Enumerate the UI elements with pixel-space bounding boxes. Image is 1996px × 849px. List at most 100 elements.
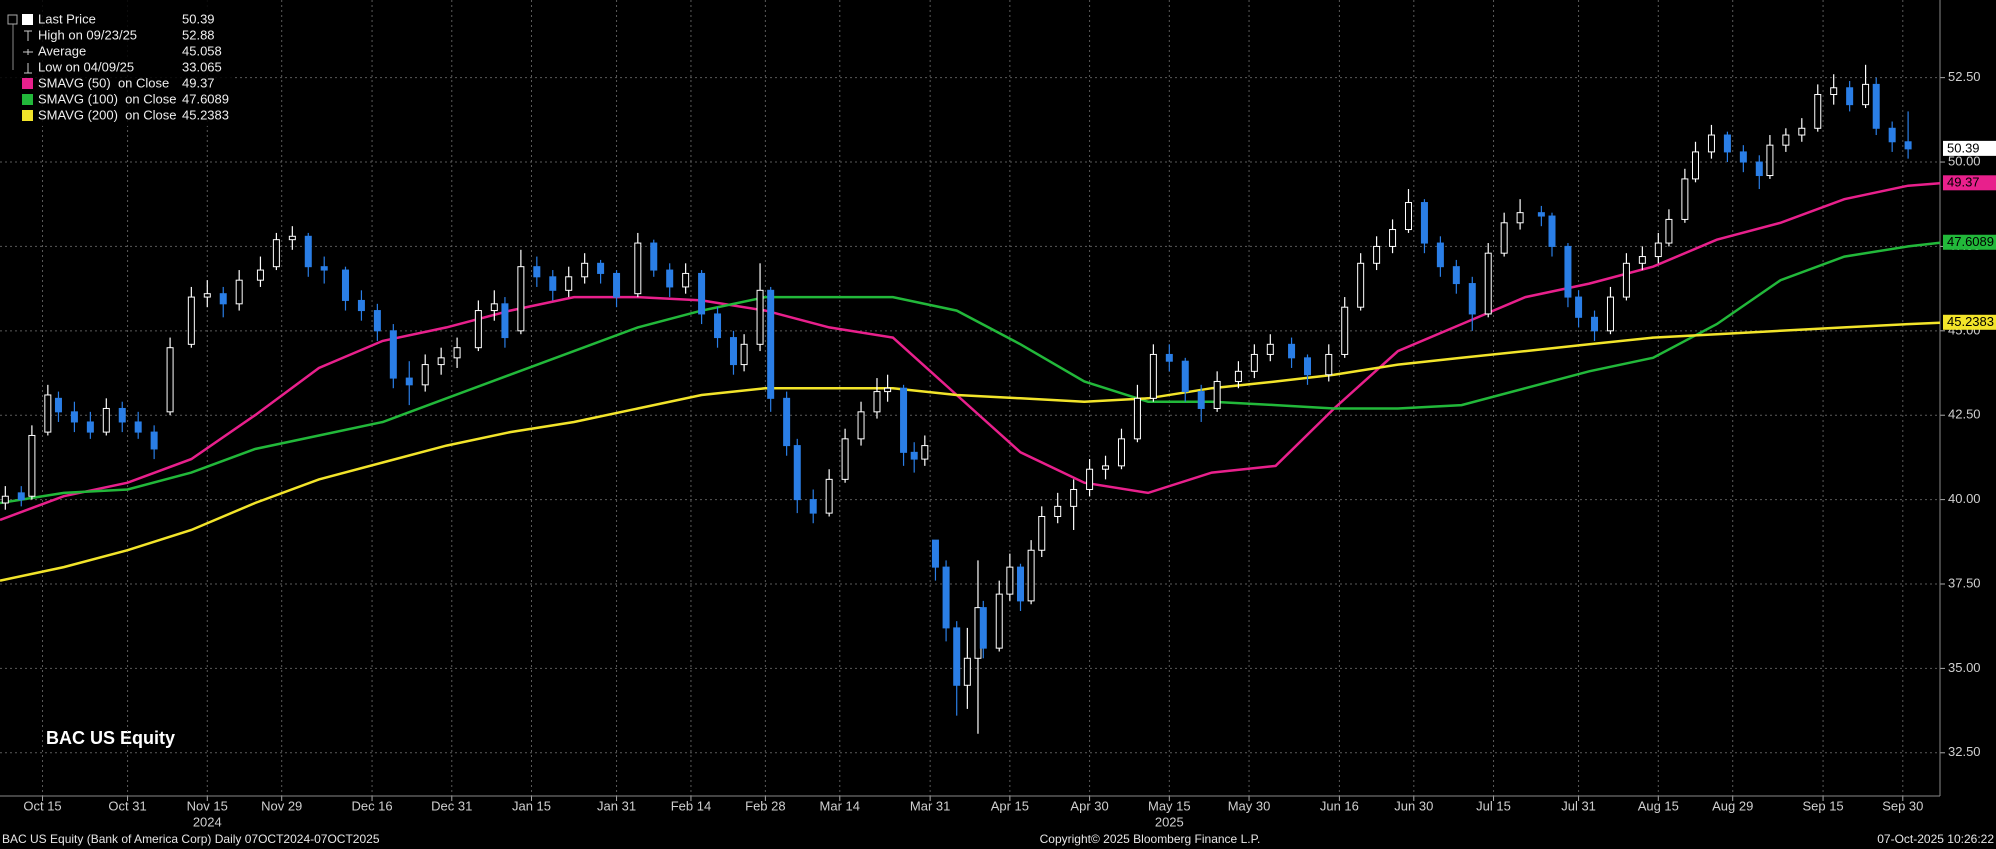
candle-body [389, 330, 397, 379]
x-tick-label: Aug 15 [1638, 798, 1679, 813]
candle-body [995, 593, 1003, 649]
candle-body [783, 397, 791, 447]
candle-body [373, 310, 381, 332]
legend-value: 52.88 [182, 27, 215, 42]
legend-swatch [22, 110, 33, 121]
year-label: 2024 [193, 814, 222, 829]
y-tick-label: 42.50 [1948, 407, 1981, 422]
candle-body [1266, 343, 1274, 355]
candle-body [1234, 370, 1242, 382]
candle-body [1537, 212, 1545, 217]
y-tick-label: 35.00 [1948, 660, 1981, 675]
candle-body [134, 421, 142, 433]
x-tick-label: Jan 31 [597, 798, 636, 813]
candle-body [634, 242, 642, 295]
candle-body [1707, 134, 1715, 153]
legend-value: 33.065 [182, 59, 222, 74]
sma-line [0, 241, 1941, 505]
x-tick-label: Dec 16 [351, 798, 392, 813]
candle-body [320, 266, 328, 271]
candle-body [1723, 134, 1731, 153]
candle-body [474, 310, 482, 349]
candle-body [1436, 242, 1444, 268]
x-tick-label: Dec 31 [431, 798, 472, 813]
candle-body [1, 495, 9, 504]
candle-body [1516, 212, 1524, 224]
candle-body [1357, 262, 1365, 308]
candle-body [1038, 515, 1046, 551]
y-tick-label: 32.50 [1948, 744, 1981, 759]
candle-body [921, 445, 929, 460]
candle-body [1389, 229, 1397, 247]
candle-body [682, 272, 690, 288]
x-tick-label: Jun 30 [1394, 798, 1433, 813]
x-tick-label: Oct 15 [23, 798, 61, 813]
x-tick-label: Mar 31 [910, 798, 950, 813]
value-box [1943, 175, 1996, 191]
candle-body [740, 343, 748, 366]
legend-swatch [22, 78, 33, 89]
candle-body [953, 627, 961, 686]
year-label: 2025 [1155, 814, 1184, 829]
legend-label: Low on 04/09/25 [38, 59, 134, 74]
candle-body [857, 411, 865, 440]
x-tick-label: Mar 14 [820, 798, 860, 813]
legend: Last Price 50.39 High on 09/23/25 52.88 Aver… [0, 0, 235, 126]
candle-body [1133, 397, 1141, 440]
candle-body [809, 499, 817, 514]
legend-value: 45.058 [182, 43, 222, 58]
candle-body [501, 303, 509, 339]
candle-body [533, 266, 541, 278]
candle-body [1830, 87, 1838, 96]
y-tick-label: 40.00 [1948, 491, 1981, 506]
candle-body [1325, 353, 1333, 376]
candle-body [942, 566, 950, 629]
legend-swatch [22, 94, 33, 105]
candle-body [1606, 296, 1614, 332]
candle-body [1638, 256, 1646, 264]
candle-body [900, 387, 908, 453]
sma-line [0, 321, 1941, 582]
candle-body [1250, 353, 1258, 372]
candle-body [666, 269, 674, 288]
candle-body [1341, 306, 1349, 355]
candle-body [490, 303, 498, 312]
value-box [1943, 234, 1996, 250]
candle-body [729, 337, 737, 366]
candle-body [963, 657, 971, 686]
candle-body [1766, 144, 1774, 177]
legend-label: Average [38, 43, 86, 58]
candle-body [1149, 353, 1157, 399]
candle-body [150, 431, 158, 450]
candle-body [979, 607, 987, 649]
candle-body [1070, 488, 1078, 507]
candle-body [1213, 380, 1221, 409]
value-box-label: 49.37 [1947, 175, 1980, 190]
y-tick-label: 50.00 [1948, 153, 1981, 168]
candle-body [1054, 505, 1062, 517]
candle-body [304, 235, 312, 268]
candle-body [1165, 353, 1173, 362]
x-tick-label: Feb 14 [671, 798, 711, 813]
legend-value: 45.2383 [182, 107, 229, 122]
x-tick-label: Jul 15 [1476, 798, 1511, 813]
candle-body [1102, 465, 1110, 470]
candle-body [28, 434, 36, 497]
candle-body [219, 293, 227, 305]
ticker-label: BAC US Equity [46, 728, 175, 748]
candle-body [102, 407, 110, 433]
candle-body [1591, 316, 1599, 332]
candle-body [1888, 127, 1896, 143]
candle-body [756, 289, 764, 345]
candle-body [613, 272, 621, 298]
candle-body [86, 421, 94, 433]
candle-body [421, 364, 429, 386]
candle-body [793, 445, 801, 501]
legend-label: SMAVG (100) on Close [38, 91, 176, 106]
candle-body [1016, 566, 1024, 602]
x-tick-label: Sep 15 [1802, 798, 1843, 813]
candle-body [187, 296, 195, 345]
candle-body [1755, 161, 1763, 177]
legend-bg [0, 0, 235, 126]
x-tick-label: Feb 28 [745, 798, 785, 813]
